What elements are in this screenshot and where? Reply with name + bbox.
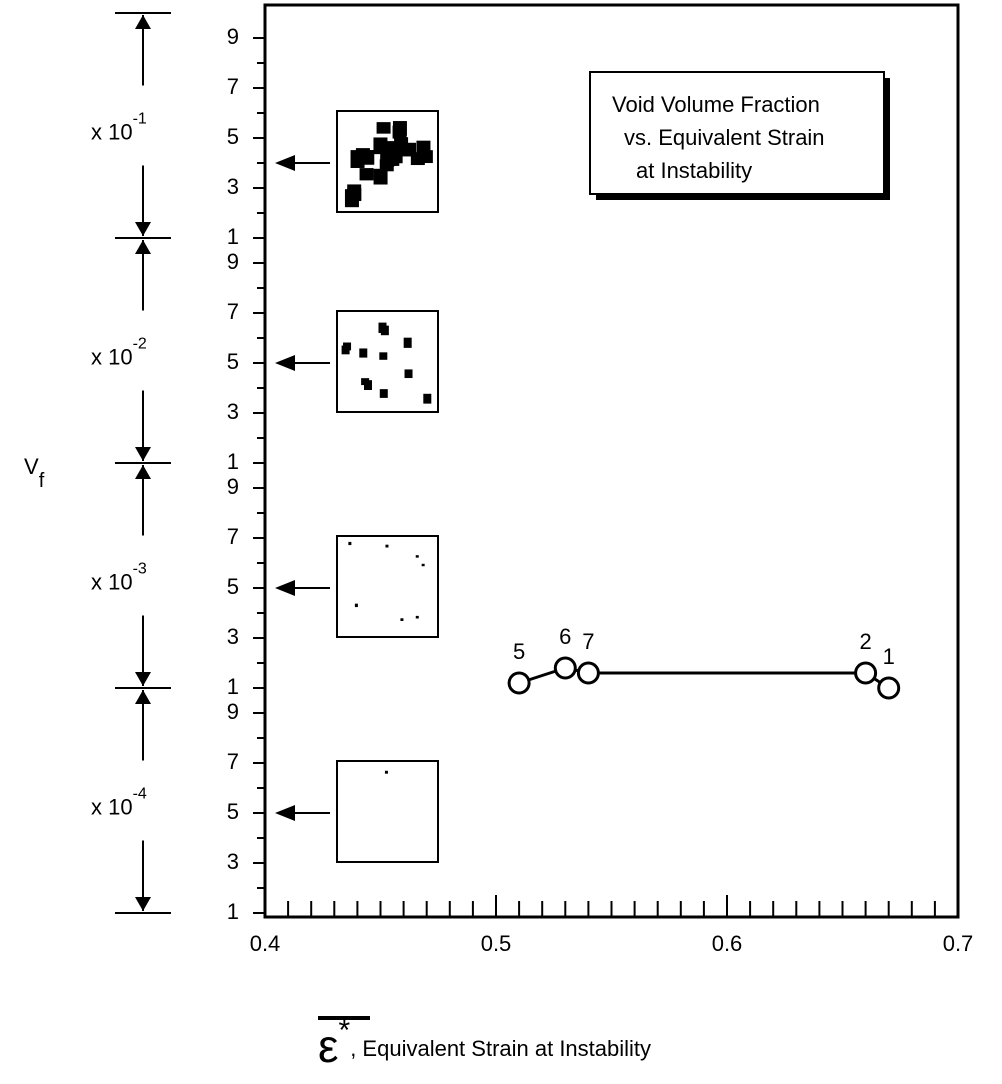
void (376, 122, 391, 134)
decade-base: x 10 (91, 119, 133, 144)
y-tick-label: 3 (227, 174, 239, 199)
point-label: 6 (559, 624, 571, 649)
y-tick-label: 9 (227, 474, 239, 499)
void (403, 337, 412, 348)
point-label: 7 (582, 629, 594, 654)
y-tick-label: 9 (227, 699, 239, 724)
point-label: 2 (859, 629, 871, 654)
void (423, 393, 432, 404)
y-tick-label: 9 (227, 24, 239, 49)
y-tick-label: 1 (227, 449, 239, 474)
y-label: Vf (24, 454, 45, 492)
void (410, 152, 425, 166)
y-tick-label: 5 (227, 799, 239, 824)
x-label-symbol: ε (318, 1020, 339, 1072)
data-point (576, 661, 600, 685)
arrowhead (135, 447, 151, 461)
void (380, 149, 395, 167)
annotation-box (589, 71, 885, 195)
y-tick-label: 5 (227, 349, 239, 374)
y-label-main: V (24, 454, 39, 479)
point-label: 5 (513, 639, 525, 664)
y-tick-label: 7 (227, 299, 239, 324)
decade-exponent: -2 (133, 336, 147, 353)
arrowhead (275, 155, 295, 171)
x-label-superscript: * (339, 1014, 351, 1047)
y-tick-label: 1 (227, 224, 239, 249)
void (400, 618, 404, 622)
void (359, 348, 368, 358)
decade-label: x 10-2 (91, 336, 147, 370)
data-point (854, 661, 878, 685)
y-tick-label: 5 (227, 574, 239, 599)
annotation-text: at Instability (636, 158, 752, 183)
void (385, 544, 389, 548)
decade-exponent: -3 (133, 561, 147, 578)
y-tick-label: 1 (227, 899, 239, 924)
void (416, 140, 431, 155)
void (421, 563, 425, 567)
annotation-text: Void Volume Fraction (612, 92, 820, 117)
data-point (507, 671, 531, 695)
arrowhead (135, 897, 151, 911)
void (379, 389, 388, 398)
void (348, 541, 352, 546)
decade-base: x 10 (91, 344, 133, 369)
arrowhead (275, 580, 295, 596)
decade-exponent: -4 (133, 786, 147, 803)
void (341, 345, 350, 355)
void-illustration (336, 760, 439, 863)
decade-label: x 10-4 (91, 786, 147, 820)
decade-label: x 10-1 (91, 111, 147, 145)
data-point (553, 656, 577, 680)
void (392, 125, 407, 139)
void (355, 148, 370, 164)
void (415, 555, 419, 558)
void (415, 615, 419, 619)
void (354, 603, 358, 608)
x-label-text: , Equivalent Strain at Instability (350, 1036, 651, 1061)
data-point (877, 676, 901, 700)
void-illustration (336, 535, 439, 638)
y-tick-label: 3 (227, 624, 239, 649)
y-tick-label: 3 (227, 849, 239, 874)
void (384, 770, 388, 774)
x-tick-label: 0.6 (712, 931, 743, 956)
x-tick-label: 0.5 (481, 931, 512, 956)
decade-label: x 10-3 (91, 561, 147, 595)
void (373, 168, 388, 185)
void (379, 352, 388, 360)
arrowhead (275, 355, 295, 371)
y-tick-label: 7 (227, 749, 239, 774)
y-tick-label: 7 (227, 524, 239, 549)
annotation-text: vs. Equivalent Strain (624, 125, 825, 150)
y-tick-label: 9 (227, 249, 239, 274)
void (359, 168, 374, 181)
void (404, 369, 413, 379)
x-tick-label: 0.4 (250, 931, 281, 956)
arrowhead (275, 805, 295, 821)
arrowhead (135, 672, 151, 686)
decade-base: x 10 (91, 569, 133, 594)
arrowhead (135, 465, 151, 479)
y-tick-label: 3 (227, 399, 239, 424)
arrowhead (135, 240, 151, 254)
y-tick-label: 5 (227, 124, 239, 149)
x-label: ε*, Equivalent Strain at Instability (318, 1014, 651, 1072)
arrowhead (135, 690, 151, 704)
decade-exponent: -1 (133, 111, 147, 128)
y-label-subscript: f (39, 470, 45, 492)
void (363, 380, 372, 390)
x-tick-label: 0.7 (943, 931, 974, 956)
arrowhead (135, 15, 151, 29)
point-label: 1 (883, 644, 895, 669)
decade-base: x 10 (91, 794, 133, 819)
void (347, 188, 362, 202)
y-tick-label: 1 (227, 674, 239, 699)
y-tick-label: 7 (227, 74, 239, 99)
void (380, 325, 389, 336)
arrowhead (135, 222, 151, 236)
